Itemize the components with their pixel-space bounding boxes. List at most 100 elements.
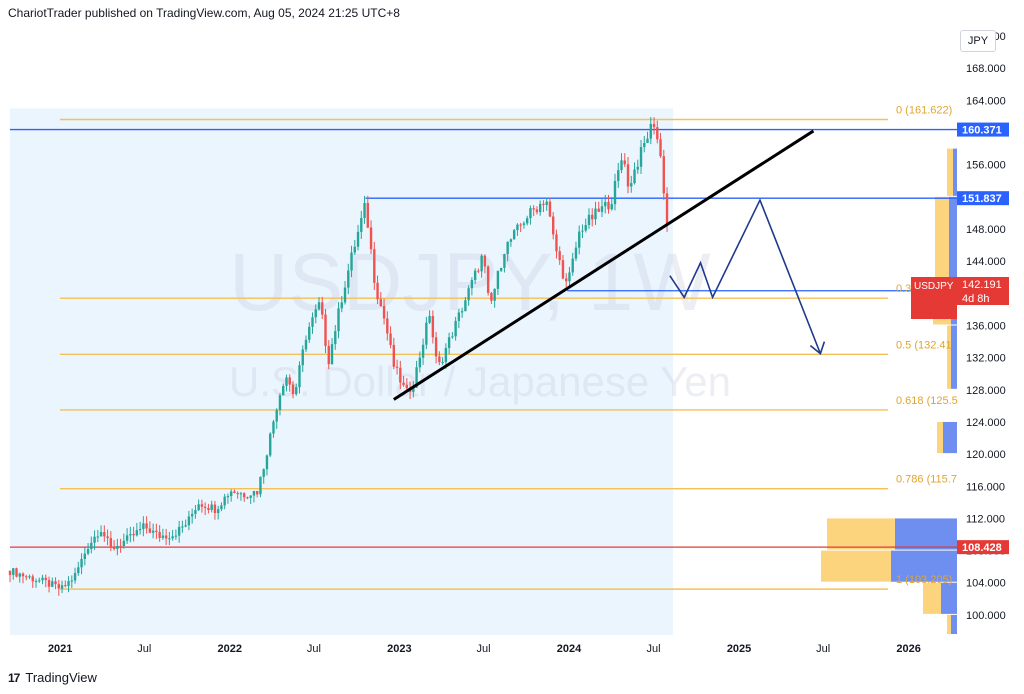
candle-body	[594, 208, 597, 220]
trendline-layer[interactable]	[393, 129, 815, 401]
candle-body	[382, 305, 386, 319]
tradingview-brand: TradingView	[25, 670, 97, 685]
candle-body	[613, 180, 617, 205]
candle-body	[138, 528, 142, 531]
candle-body	[447, 337, 451, 349]
x-tick-label: 2024	[557, 643, 582, 655]
fib-label: 0.5 (132.41	[896, 339, 952, 351]
candle-body	[395, 366, 399, 368]
fib-label: 0.618 (125.5	[896, 395, 958, 407]
last-price-value: 142.191	[962, 279, 1002, 291]
candle-body	[555, 234, 558, 252]
level-price-tag	[957, 540, 1009, 555]
candle-body	[70, 580, 74, 582]
candle-body	[584, 224, 587, 231]
candle-body	[460, 311, 464, 313]
candle-body	[360, 217, 363, 232]
candle-body	[639, 147, 643, 167]
y-tick-label: 112.000	[966, 513, 1005, 525]
time-axis[interactable]: 2021 Jul 2022 Jul 2023 Jul 2024 Jul 2025 Jul 2026	[48, 643, 921, 655]
candle-body	[269, 433, 272, 456]
candle-body	[239, 493, 243, 495]
candle-body	[597, 208, 600, 212]
candle-body	[418, 357, 422, 368]
candle-body	[54, 581, 57, 585]
candle-body	[220, 505, 223, 510]
projection-path-layer[interactable]	[669, 198, 826, 355]
candle-body	[34, 580, 38, 582]
vp-bar-down	[951, 325, 957, 389]
candle-body	[246, 497, 249, 499]
candle-body	[295, 387, 298, 395]
candle-body	[477, 270, 480, 272]
tradingview-logo-icon: 17	[8, 670, 20, 685]
trendline[interactable]	[393, 129, 815, 401]
candle-body	[662, 156, 665, 194]
candle-body	[571, 258, 574, 273]
candle-body	[203, 506, 207, 508]
level-price-tag	[957, 122, 1009, 137]
horizontal-levels	[10, 118, 957, 590]
candle-body	[519, 224, 522, 226]
y-tick-label: 164.000	[966, 95, 1006, 107]
y-tick-label: 104.000	[966, 578, 1006, 590]
vp-bar-up	[947, 325, 951, 389]
y-tick-label: 144.000	[966, 256, 1006, 268]
candle-body	[93, 536, 96, 543]
vp-bar-up	[821, 550, 891, 582]
price-axis[interactable]: 100.000104.000108.000112.000116.000120.0…	[966, 31, 1006, 622]
vp-bar-down	[943, 421, 957, 454]
candle-body	[499, 267, 503, 271]
candle-body	[363, 202, 366, 218]
candle-body	[600, 206, 604, 212]
vp-bar-up	[947, 148, 953, 196]
candle-body	[604, 201, 607, 207]
candle-body	[356, 231, 360, 247]
candle-body	[181, 526, 184, 528]
candle-body	[321, 302, 324, 315]
candle-body	[229, 491, 233, 497]
candle-body	[366, 202, 369, 228]
candle-body	[51, 581, 54, 587]
candle-body	[265, 455, 269, 470]
candle-body	[311, 317, 314, 327]
candle-body	[451, 336, 454, 338]
candle-body	[512, 230, 516, 240]
y-tick-label: 156.000	[966, 160, 1006, 172]
candle-body	[548, 201, 552, 217]
candle-body	[444, 348, 448, 363]
candle-body	[470, 279, 474, 289]
candle-body	[236, 492, 239, 494]
candle-body	[464, 300, 467, 312]
vp-bar-up	[827, 518, 895, 550]
currency-selector[interactable]: JPY	[960, 30, 996, 52]
candle-body	[473, 270, 477, 280]
candle-body	[197, 504, 200, 511]
vp-bar-down	[891, 550, 957, 582]
candle-body	[535, 209, 539, 213]
y-tick-label: 132.000	[966, 353, 1006, 365]
candle-body	[330, 344, 334, 365]
candle-body	[223, 496, 226, 506]
candle-body	[190, 513, 194, 517]
candle-body	[405, 384, 409, 389]
candle-body	[506, 241, 509, 255]
last-price-countdown: 4d 8h	[962, 293, 990, 305]
candle-body	[301, 349, 304, 366]
candle-body	[636, 166, 639, 170]
candle-body	[421, 344, 425, 358]
candle-body	[652, 123, 656, 128]
candle-body	[617, 170, 620, 181]
candle-body	[340, 302, 343, 309]
x-tick-label: 2025	[727, 643, 751, 655]
candle-body	[158, 531, 161, 538]
candle-body	[415, 367, 418, 388]
candle-body	[8, 570, 12, 575]
candle-body	[28, 576, 31, 578]
candle-body	[561, 260, 565, 279]
candle-body	[249, 495, 252, 498]
x-tick-label: 2026	[896, 643, 920, 655]
projection-path[interactable]	[669, 198, 822, 354]
candle-body	[454, 320, 457, 337]
